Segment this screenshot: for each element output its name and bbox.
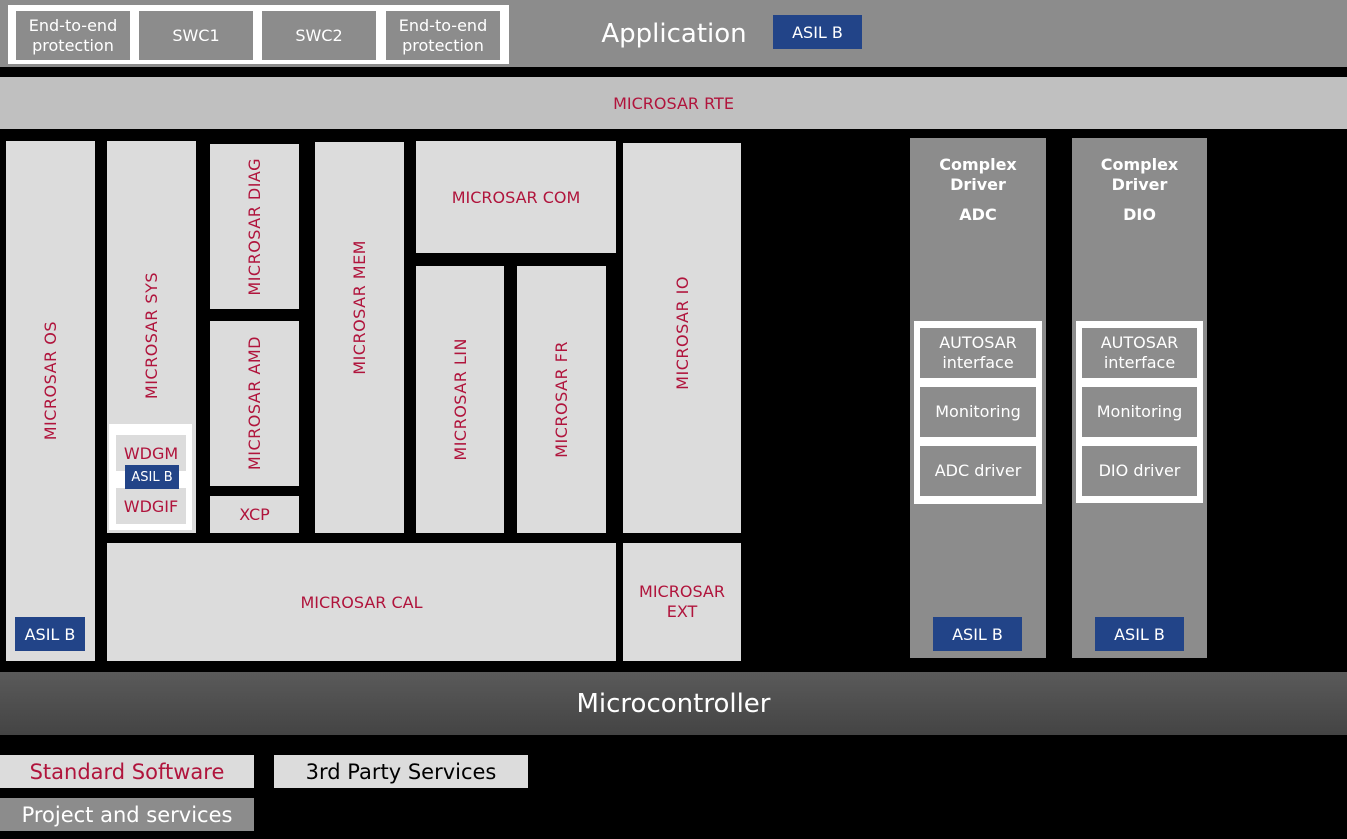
microsar-amd-label: MICROSAR AMD: [245, 336, 264, 471]
dio-asil-badge: ASIL B: [1095, 617, 1184, 651]
microsar-fr: MICROSAR FR: [517, 266, 606, 533]
swc2-box: SWC2: [262, 11, 376, 60]
xcp-box: XCP: [210, 496, 299, 533]
complex-driver-dio-title-1: Complex: [1100, 154, 1179, 174]
legend-standard-software: Standard Software: [0, 755, 254, 788]
adc-asil-badge: ASIL B: [933, 617, 1022, 651]
dio-driver: DIO driver: [1082, 446, 1197, 496]
microcontroller: Microcontroller: [0, 672, 1347, 735]
microsar-os: MICROSAR OS: [6, 141, 95, 661]
microsar-sys-label: MICROSAR SYS: [142, 272, 161, 400]
microsar-rte: MICROSAR RTE: [0, 77, 1347, 129]
dio-monitoring: Monitoring: [1082, 387, 1197, 437]
complex-driver-adc-title-2: Driver: [950, 174, 1006, 194]
complex-driver-dio-title-2: Driver: [1111, 174, 1168, 194]
watchdog-asil-badge: ASIL B: [125, 465, 179, 489]
microsar-ext: MICROSAR EXT: [623, 543, 741, 661]
microsar-os-label: MICROSAR OS: [41, 321, 60, 441]
microsar-fr-label: MICROSAR FR: [552, 341, 571, 458]
microsar-lin: MICROSAR LIN: [416, 266, 504, 533]
complex-driver-adc-name: ADC: [959, 204, 997, 224]
microsar-amd: MICROSAR AMD: [210, 321, 299, 486]
swc-e2e-protection-left: End-to-end protection: [16, 11, 130, 60]
application-asil-badge: ASIL B: [773, 15, 862, 49]
microsar-mem-label: MICROSAR MEM: [350, 240, 369, 375]
microsar-sys-label-wrap: MICROSAR SYS: [107, 141, 196, 421]
microsar-com: MICROSAR COM: [416, 141, 616, 253]
microsar-diag-label: MICROSAR DIAG: [245, 157, 264, 296]
wdgif-box: WDGIF: [116, 488, 186, 524]
microsar-diag: MICROSAR DIAG: [210, 144, 299, 309]
os-asil-badge: ASIL B: [15, 617, 85, 651]
adc-autosar-interface: AUTOSAR interface: [920, 328, 1036, 378]
legend-project-services: Project and services: [0, 798, 254, 831]
application-title: Application: [601, 19, 747, 49]
microsar-lin-label: MICROSAR LIN: [450, 338, 470, 461]
microsar-io: MICROSAR IO: [623, 143, 741, 533]
legend-third-party: 3rd Party Services: [274, 755, 528, 788]
complex-driver-dio-name: DIO: [1123, 204, 1156, 224]
swc-e2e-protection-right: End-to-end protection: [386, 11, 500, 60]
swc1-box: SWC1: [139, 11, 253, 60]
microsar-io-label: MICROSAR IO: [672, 276, 692, 390]
microsar-mem: MICROSAR MEM: [315, 142, 404, 533]
complex-driver-adc-title-1: Complex: [939, 154, 1017, 174]
microsar-cal: MICROSAR CAL: [107, 543, 616, 661]
adc-driver: ADC driver: [920, 446, 1036, 496]
adc-monitoring: Monitoring: [920, 387, 1036, 437]
dio-autosar-interface: AUTOSAR interface: [1082, 328, 1197, 378]
